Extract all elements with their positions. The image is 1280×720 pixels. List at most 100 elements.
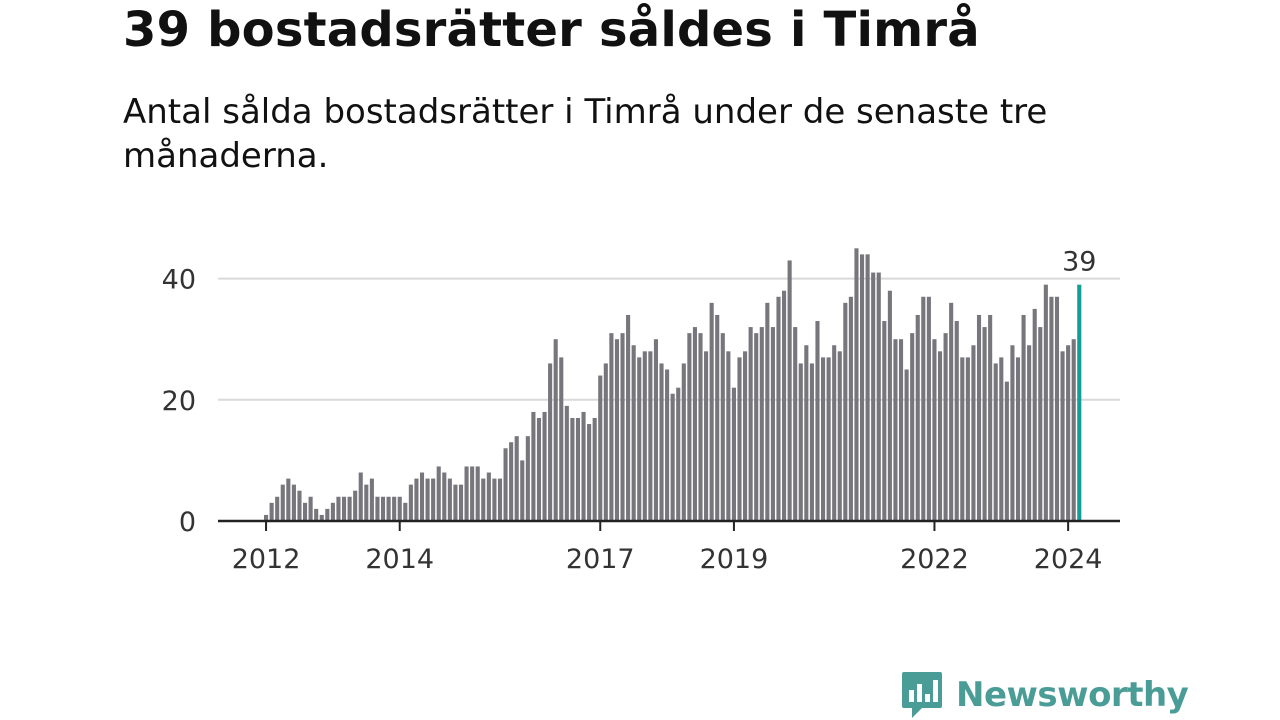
bar: [470, 466, 475, 521]
bar: [865, 254, 870, 522]
bar: [347, 496, 352, 521]
bar: [1015, 357, 1021, 521]
bar: [302, 502, 308, 521]
bar: [531, 411, 536, 521]
bar: [876, 272, 881, 521]
latest-value-label: 39: [1062, 247, 1096, 278]
bar: [782, 290, 787, 521]
bar: [397, 496, 402, 521]
bar: [514, 436, 519, 521]
bar: [581, 411, 586, 521]
bar: [308, 496, 313, 521]
bar: [564, 405, 569, 521]
bar: [319, 514, 324, 521]
bar: [486, 472, 491, 521]
bar: [670, 393, 675, 521]
bar: [793, 327, 798, 521]
bar: [481, 478, 486, 521]
bar: [787, 260, 792, 521]
x-tick-label: 2022: [900, 544, 969, 575]
bar: [414, 478, 419, 521]
bar: [798, 363, 803, 521]
bar: [570, 417, 575, 521]
bar: [932, 339, 937, 521]
bar: [871, 272, 876, 521]
bar: [748, 327, 753, 521]
bar: [453, 484, 458, 521]
bar: [503, 448, 508, 521]
bar: [286, 478, 291, 521]
bar: [854, 248, 859, 522]
bar: [620, 333, 625, 521]
bar: [726, 351, 731, 521]
bar: [575, 417, 581, 521]
bar: [325, 508, 330, 521]
y-tick-label: 40: [162, 265, 196, 296]
bar: [264, 514, 269, 521]
chart-title: 39 bostadsrätter såldes i Timrå: [123, 2, 980, 58]
bar: [542, 411, 547, 521]
bar: [269, 502, 274, 521]
bar: [776, 296, 781, 521]
bar: [988, 314, 993, 521]
bar: [971, 345, 976, 521]
bar: [848, 296, 853, 521]
bar: [999, 357, 1004, 521]
bar: [809, 363, 814, 521]
bar: [770, 327, 775, 521]
bar: [559, 357, 564, 521]
bar: [821, 357, 826, 521]
bar: [659, 363, 664, 521]
bar: [614, 339, 620, 521]
bar: [637, 357, 642, 521]
bar: [1066, 345, 1071, 521]
bar: [403, 502, 408, 521]
bar: [408, 484, 413, 521]
bar: [960, 357, 965, 521]
bar: [921, 296, 926, 521]
bar: [1004, 381, 1009, 521]
bar: [665, 369, 670, 521]
bar: [1049, 296, 1054, 521]
bar: [419, 472, 425, 521]
bar: [1071, 339, 1076, 521]
bar: [832, 345, 837, 521]
chart-speech-bubble-icon: [902, 672, 942, 718]
bar: [715, 314, 720, 521]
bar: [1043, 284, 1048, 521]
bar: [297, 490, 302, 521]
logo-wordmark: Newsworthy: [956, 675, 1189, 715]
bar: [720, 333, 725, 521]
bar: [893, 339, 898, 521]
bar: [291, 484, 296, 521]
bar: [976, 314, 982, 521]
bar: [626, 314, 631, 521]
bar: [731, 387, 736, 521]
bar: [553, 339, 558, 521]
bar: [943, 333, 948, 521]
bar: [525, 436, 530, 521]
bar: [431, 478, 436, 521]
bar: [392, 496, 397, 521]
bar: [598, 375, 603, 521]
bar: [520, 460, 525, 521]
bar: [341, 496, 347, 521]
bar: [692, 327, 697, 521]
bar: [926, 296, 931, 521]
bar: [275, 496, 280, 521]
bar: [887, 290, 892, 521]
bar: [1021, 314, 1026, 521]
chart-subtitle: Antal sålda bostadsrätter i Timrå under …: [123, 92, 1048, 176]
x-tick-label: 2019: [700, 544, 769, 575]
bar: [993, 363, 998, 521]
bar: [843, 302, 848, 521]
bar: [1027, 345, 1032, 521]
bar: [754, 333, 759, 521]
bar: [425, 478, 430, 521]
bar: [681, 363, 686, 521]
bar: [1060, 351, 1065, 521]
y-tick-label: 20: [162, 386, 196, 417]
bar: [648, 351, 653, 521]
bar: [904, 369, 909, 521]
bar: [497, 478, 503, 521]
